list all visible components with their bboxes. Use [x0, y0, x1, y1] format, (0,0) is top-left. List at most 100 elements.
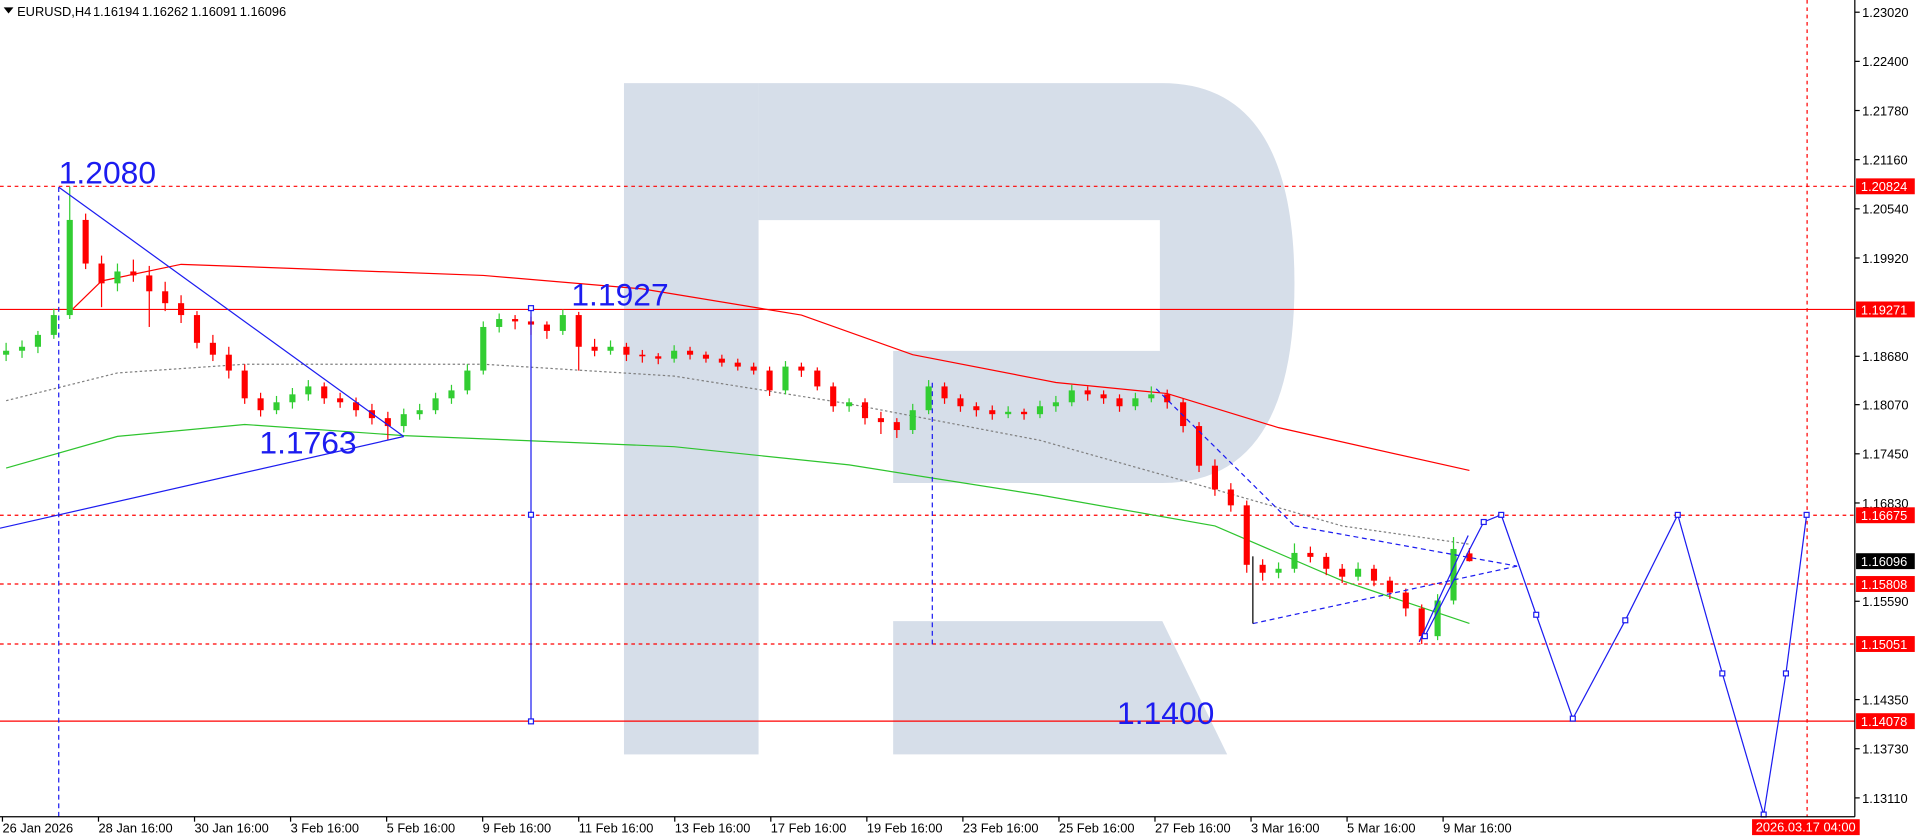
candle-body: [702, 354, 710, 359]
level-label: 1.16675: [1861, 508, 1907, 523]
candle-body: [225, 354, 232, 371]
candle-body: [162, 291, 169, 304]
x-tick-label: 25 Feb 16:00: [1059, 821, 1135, 836]
forecast-point: [1569, 715, 1576, 722]
candle-body: [480, 326, 487, 371]
candle-body: [305, 386, 312, 395]
candle-body: [798, 366, 805, 371]
y-tick-label: 1.18680: [1862, 349, 1908, 364]
handle: [527, 511, 535, 518]
close-price: 1.16096: [240, 4, 286, 19]
candle-body: [66, 219, 73, 316]
forecast-point: [1674, 511, 1681, 518]
handle: [527, 305, 535, 312]
candle-body: [893, 422, 900, 431]
candle-body: [559, 315, 566, 331]
candle-body: [766, 370, 773, 391]
level-label: 1.15808: [1861, 577, 1907, 592]
moving-average: [69, 263, 1470, 472]
y-tick-label: 1.13730: [1862, 742, 1908, 757]
candle-body: [82, 219, 89, 264]
candle-body: [989, 410, 996, 415]
x-tick-label: 9 Feb 16:00: [483, 821, 552, 836]
trend-line: [1294, 525, 1518, 567]
price-annotation: 1.1927: [571, 277, 668, 313]
x-tick-label: 27 Feb 16:00: [1155, 821, 1231, 836]
trend-line: [1155, 388, 1295, 527]
candle-body: [3, 350, 10, 355]
candle-body: [1211, 465, 1218, 490]
candle-body: [400, 414, 407, 427]
candle-body: [34, 334, 41, 347]
candle-body: [782, 366, 789, 391]
y-tick-label: 1.13110: [1862, 791, 1907, 806]
candle-body: [1323, 556, 1330, 569]
plot-area: [0, 185, 1855, 722]
candle-body: [512, 319, 519, 322]
open-price: 1.16194: [93, 4, 139, 19]
candle-body: [925, 386, 932, 411]
header: EURUSD,H4 1.16194 1.16262 1.16091 1.1609…: [3, 4, 286, 19]
candle-body: [1450, 548, 1457, 601]
candle-body: [1036, 406, 1044, 415]
symbol: EURUSD,H4: [17, 4, 91, 19]
level-box: [1856, 576, 1915, 592]
forecast-point: [1622, 617, 1629, 624]
candle-body: [543, 324, 550, 331]
candle-body: [416, 410, 423, 415]
candle-body: [1291, 552, 1298, 569]
candle-body: [273, 402, 280, 411]
candle-body: [591, 346, 598, 351]
candle-body: [846, 402, 853, 407]
y-tick-label: 1.19920: [1862, 251, 1908, 266]
candle-body: [464, 370, 471, 391]
level-label: 1.15051: [1861, 637, 1907, 652]
candle-body: [909, 410, 916, 431]
forecast-point: [1803, 511, 1810, 518]
candle-body: [718, 358, 725, 363]
candle-body: [1339, 568, 1346, 577]
candle-body: [655, 356, 662, 359]
candle-body: [814, 370, 821, 387]
candle-body: [686, 350, 694, 355]
candle-body: [18, 346, 26, 351]
trend-line: [0, 435, 404, 529]
candle-body: [1402, 592, 1409, 609]
candle-body: [957, 398, 964, 407]
candle-body: [734, 362, 741, 367]
trend-line: [58, 186, 405, 438]
candle-body: [1100, 394, 1107, 399]
candle-body: [1418, 608, 1425, 637]
level-box: [1856, 301, 1915, 318]
candle-body: [146, 275, 153, 292]
candle-body: [1466, 553, 1473, 562]
forecast-point: [1421, 633, 1428, 640]
moving-average: [5, 363, 1470, 545]
candle-body: [193, 315, 201, 343]
handle: [527, 718, 535, 725]
candle-body: [432, 398, 439, 411]
time-marker-label: 2026.03.17 04:00: [1756, 819, 1856, 834]
candle-body: [1148, 394, 1155, 399]
forecast-point: [1782, 670, 1790, 677]
trend-line: [1418, 535, 1469, 643]
level-label: 1.20824: [1861, 179, 1907, 194]
level-label: 1.14078: [1861, 714, 1907, 729]
x-tick-label: 9 Mar 16:00: [1443, 821, 1511, 836]
candle-body: [623, 346, 630, 355]
level-box: [1856, 636, 1915, 652]
y-tick-label: 1.20540: [1862, 202, 1908, 217]
candle-body: [496, 319, 503, 327]
current-price-label: 1.16096: [1861, 554, 1907, 569]
candle-body: [575, 315, 582, 347]
y-tick-label: 1.18070: [1862, 398, 1908, 413]
level-label: 1.19271: [1861, 302, 1907, 317]
candle-body: [50, 315, 57, 335]
candle-body: [830, 386, 837, 407]
level-box: [1856, 713, 1915, 730]
trend-line: [1252, 565, 1518, 625]
current-price-box: [1856, 553, 1915, 570]
y-tick-label: 1.22400: [1862, 54, 1908, 69]
candle-body: [1021, 411, 1028, 415]
